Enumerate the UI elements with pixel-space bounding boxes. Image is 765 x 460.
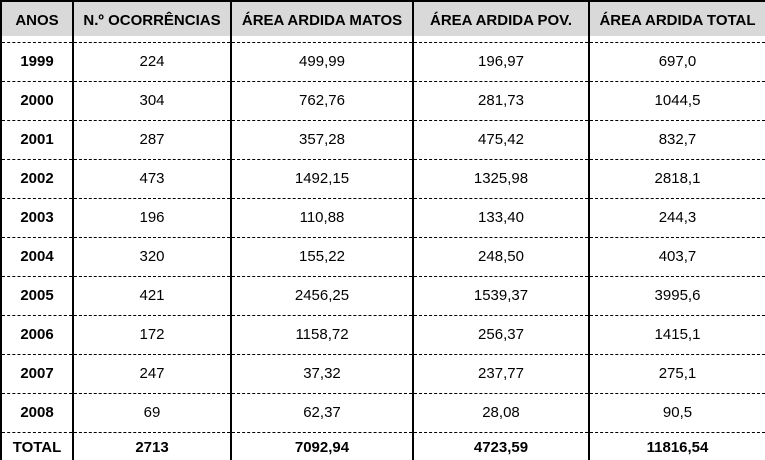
value-cell: 3995,6 — [588, 276, 765, 316]
column-header-area-ardida-total: ÁREA ARDIDA TOTAL — [588, 1, 765, 43]
value-cell: 403,7 — [588, 237, 765, 277]
year-cell: 2003 — [1, 198, 73, 238]
column-header-ocorrencias: N.º OCORRÊNCIAS — [72, 1, 231, 43]
value-cell: 256,37 — [412, 315, 589, 355]
value-cell: 133,40 — [412, 198, 589, 238]
value-cell: 248,50 — [412, 237, 589, 277]
table-row: 2004 320 155,22 248,50 403,7 — [1, 237, 765, 277]
year-cell: 2006 — [1, 315, 73, 355]
column-header-area-ardida-pov: ÁREA ARDIDA POV. — [412, 1, 589, 43]
value-cell: 304 — [72, 81, 231, 121]
value-cell: 224 — [72, 42, 231, 82]
year-cell: 2007 — [1, 354, 73, 394]
value-cell: 281,73 — [412, 81, 589, 121]
value-cell: 28,08 — [412, 393, 589, 433]
total-value-cell: 2713 — [72, 432, 231, 460]
value-cell: 1325,98 — [412, 159, 589, 199]
table-row: 2000 304 762,76 281,73 1044,5 — [1, 81, 765, 121]
year-cell: 2001 — [1, 120, 73, 160]
total-value-cell: 4723,59 — [412, 432, 589, 460]
value-cell: 110,88 — [230, 198, 413, 238]
year-cell: 2005 — [1, 276, 73, 316]
value-cell: 237,77 — [412, 354, 589, 394]
year-cell: 1999 — [1, 42, 73, 82]
value-cell: 172 — [72, 315, 231, 355]
column-header-area-ardida-matos: ÁREA ARDIDA MATOS — [230, 1, 413, 43]
table-row: 1999 224 499,99 196,97 697,0 — [1, 42, 765, 82]
table-row: 2007 247 37,32 237,77 275,1 — [1, 354, 765, 394]
value-cell: 244,3 — [588, 198, 765, 238]
value-cell: 421 — [72, 276, 231, 316]
value-cell: 1492,15 — [230, 159, 413, 199]
value-cell: 287 — [72, 120, 231, 160]
value-cell: 1539,37 — [412, 276, 589, 316]
total-value-cell: 11816,54 — [588, 432, 765, 460]
value-cell: 1158,72 — [230, 315, 413, 355]
value-cell: 90,5 — [588, 393, 765, 433]
total-value-cell: 7092,94 — [230, 432, 413, 460]
table-row: 2003 196 110,88 133,40 244,3 — [1, 198, 765, 238]
value-cell: 196,97 — [412, 42, 589, 82]
year-cell: 2000 — [1, 81, 73, 121]
value-cell: 247 — [72, 354, 231, 394]
value-cell: 473 — [72, 159, 231, 199]
value-cell: 196 — [72, 198, 231, 238]
value-cell: 357,28 — [230, 120, 413, 160]
value-cell: 2818,1 — [588, 159, 765, 199]
value-cell: 62,37 — [230, 393, 413, 433]
value-cell: 320 — [72, 237, 231, 277]
table-row: 2006 172 1158,72 256,37 1415,1 — [1, 315, 765, 355]
value-cell: 69 — [72, 393, 231, 433]
value-cell: 832,7 — [588, 120, 765, 160]
value-cell: 1415,1 — [588, 315, 765, 355]
value-cell: 2456,25 — [230, 276, 413, 316]
header-row: ANOS N.º OCORRÊNCIAS ÁREA ARDIDA MATOS Á… — [1, 1, 765, 43]
value-cell: 697,0 — [588, 42, 765, 82]
total-row: TOTAL 2713 7092,94 4723,59 11816,54 — [1, 432, 765, 460]
value-cell: 1044,5 — [588, 81, 765, 121]
value-cell: 762,76 — [230, 81, 413, 121]
value-cell: 37,32 — [230, 354, 413, 394]
year-cell: 2008 — [1, 393, 73, 433]
value-cell: 155,22 — [230, 237, 413, 277]
value-cell: 475,42 — [412, 120, 589, 160]
table-row: 2002 473 1492,15 1325,98 2818,1 — [1, 159, 765, 199]
column-header-anos: ANOS — [1, 1, 73, 43]
year-cell: 2004 — [1, 237, 73, 277]
table-row: 2008 69 62,37 28,08 90,5 — [1, 393, 765, 433]
value-cell: 499,99 — [230, 42, 413, 82]
year-cell: 2002 — [1, 159, 73, 199]
total-label: TOTAL — [12, 439, 62, 456]
table-row: 2001 287 357,28 475,42 832,7 — [1, 120, 765, 160]
value-cell: 275,1 — [588, 354, 765, 394]
table-row: 2005 421 2456,25 1539,37 3995,6 — [1, 276, 765, 316]
